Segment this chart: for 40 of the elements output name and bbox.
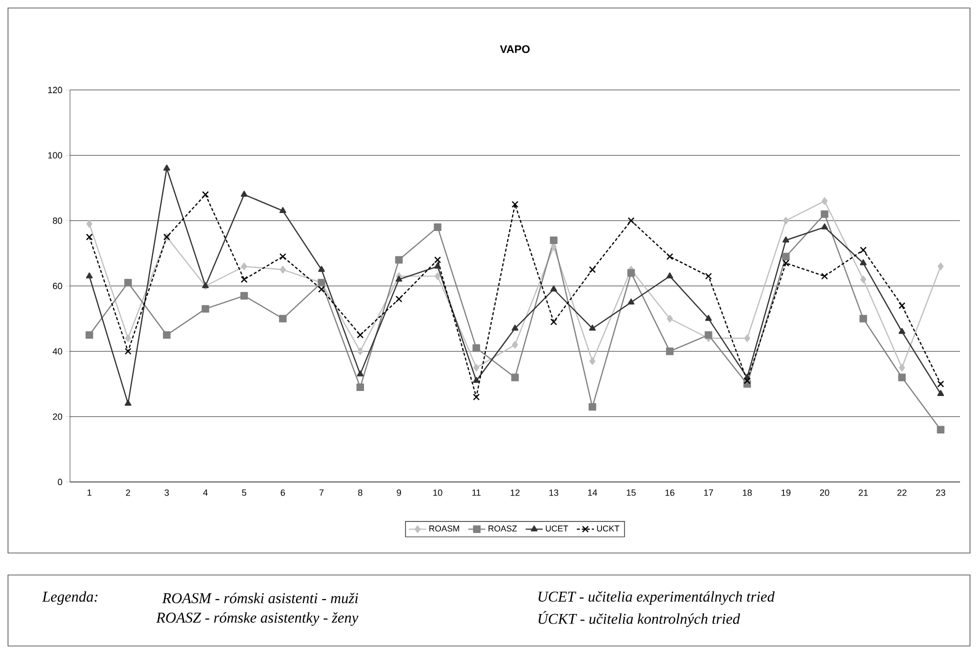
x-tick-label: 3 [164,490,169,496]
y-tick-label: 40 [52,348,62,354]
x-tick-label: 12 [510,490,520,496]
x-tick-label: 16 [665,490,674,496]
y-tick-label: 120 [48,86,62,94]
x-tick-label: 15 [626,490,636,496]
x-tick-label: 20 [820,490,830,496]
chart-title: VAPO [500,45,530,54]
x-tick-label: 23 [936,490,946,496]
legend-label: ROASZ [488,525,517,532]
x-tick-label: 18 [742,490,752,496]
legend-label: ROASM [429,525,460,532]
x-tick-label: 7 [319,490,324,496]
legend-label: UCET [546,525,568,532]
x-tick-label: 1 [88,490,92,496]
text: ROASZ - rómske asistentky - ženy [156,612,358,626]
x-tick-label: 4 [203,490,208,496]
text: UCET - učitelia experimentálnych tried [538,591,775,605]
x-tick-label: 2 [126,490,130,496]
x-tick-label: 8 [358,490,362,496]
x-tick-label: 10 [433,490,442,496]
text: ROASM - rómski asistenti - muži [162,592,358,604]
y-tick-label: 0 [58,478,62,486]
x-tick-label: 14 [588,490,598,496]
legend-label: UCKT [597,525,620,532]
y-tick-label: 60 [52,282,62,290]
y-tick-label: 80 [52,217,62,224]
y-tick-label: 100 [48,152,62,158]
text: ÚCKT - učitelia kontrolných tried [538,610,740,627]
x-tick-label: 17 [704,490,714,496]
x-tick-label: 6 [280,490,285,496]
x-tick-label: 9 [396,490,401,496]
x-tick-label: 19 [782,490,790,496]
x-tick-label: 11 [472,490,481,496]
x-tick-label: 5 [242,490,246,496]
y-tick-label: 20 [52,413,62,420]
x-tick-label: 21 [858,490,868,496]
x-tick-label: 22 [897,490,906,496]
text: Legenda: [42,591,98,605]
x-tick-label: 13 [549,490,558,496]
